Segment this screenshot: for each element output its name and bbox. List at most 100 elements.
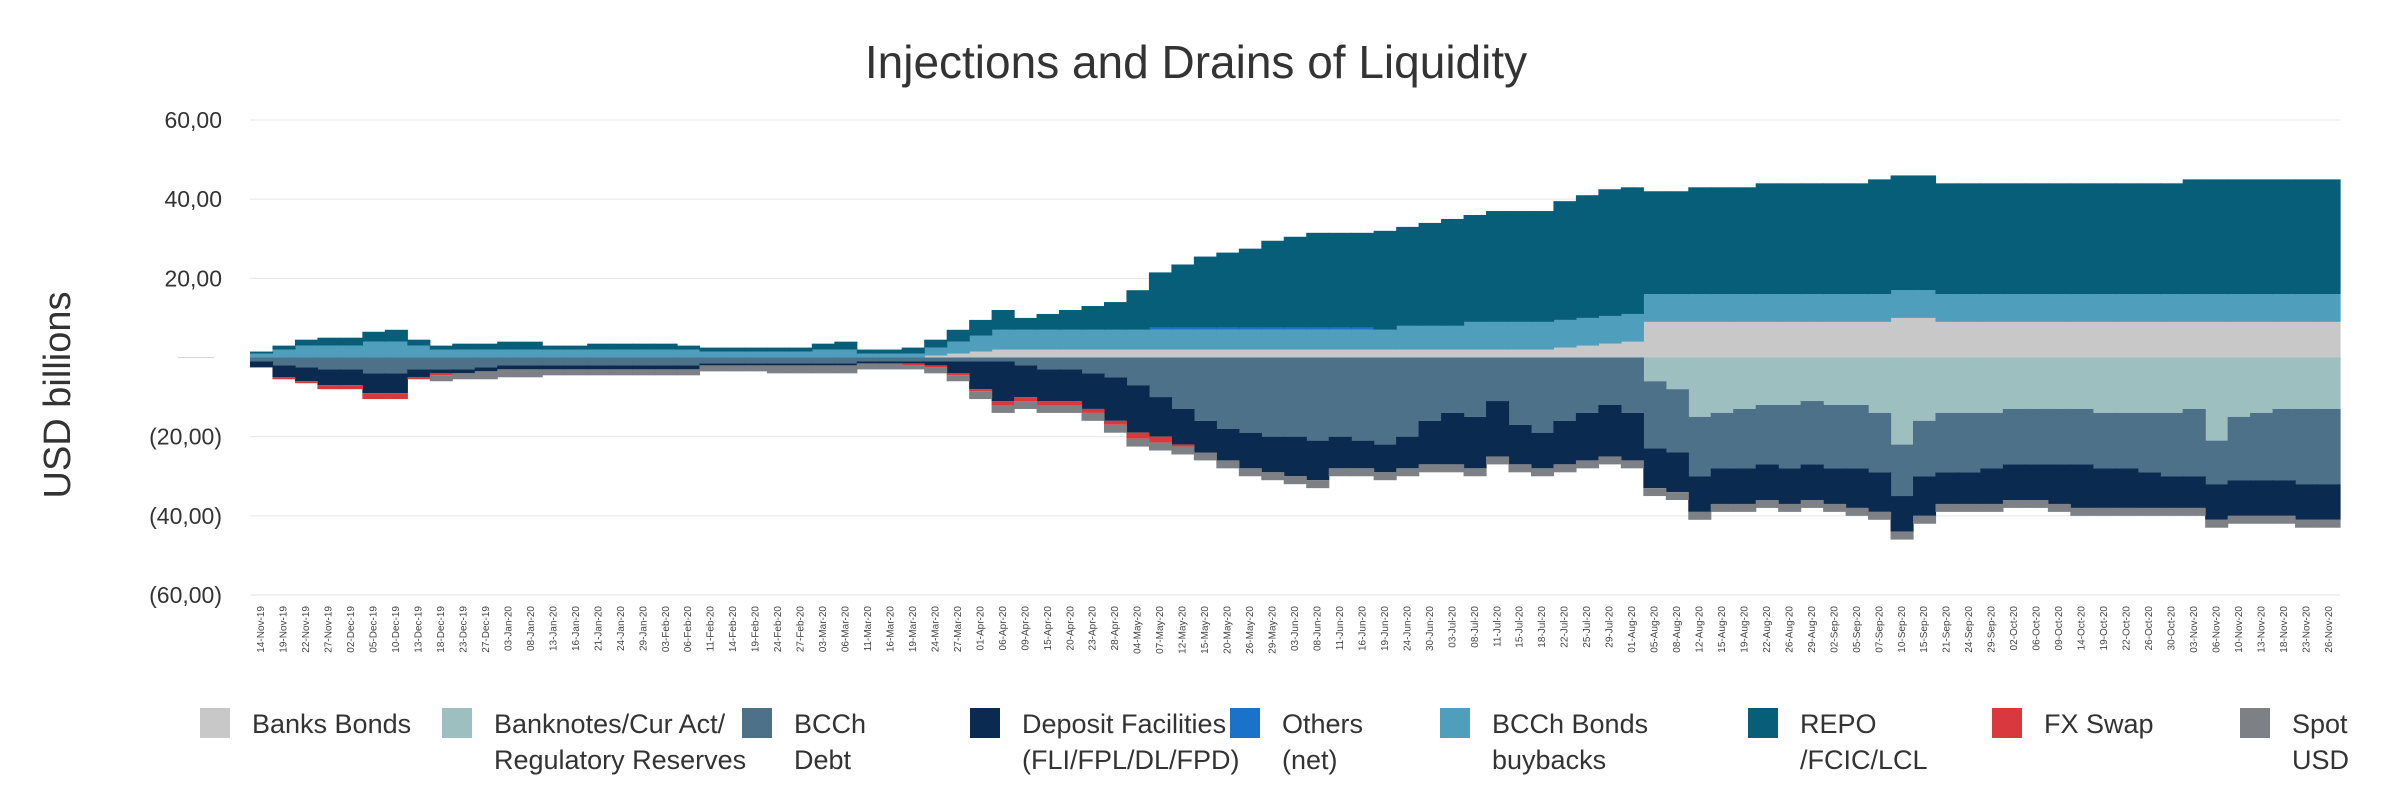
area-segment (2047, 464, 2071, 504)
x-tick-label: 16-Jun-20 (1357, 606, 1368, 651)
area-segment (1553, 464, 1577, 473)
series-4 (1148, 327, 1375, 330)
area-segment (901, 363, 925, 366)
area-segment (2182, 507, 2206, 516)
area-segment (1710, 503, 1734, 512)
area-segment (1193, 420, 1217, 453)
area-segment (1890, 496, 1914, 532)
x-tick-label: 24-Feb-20 (773, 606, 784, 653)
series-0 (924, 317, 2341, 358)
area-segment (1957, 294, 1982, 322)
area-segment (1710, 357, 1734, 413)
x-tick-label: 06-Mar-20 (841, 606, 852, 653)
area-segment (1059, 310, 1083, 330)
legend-label: (net) (1282, 745, 1338, 775)
area-segment (1059, 405, 1083, 413)
series-2 (250, 357, 2341, 497)
area-segment (2272, 357, 2296, 409)
area-segment (1193, 357, 1217, 421)
area-segment (1216, 349, 1240, 358)
area-segment (1913, 515, 1937, 524)
area-segment (721, 347, 746, 352)
area-segment (766, 351, 790, 358)
area-segment (1755, 321, 1779, 358)
area-segment (1868, 472, 1892, 512)
area-segment (1957, 321, 1982, 358)
area-segment (1598, 343, 1622, 358)
x-tick-label: 18-Nov-20 (2279, 606, 2290, 653)
x-tick-label: 22-Oct-20 (2122, 606, 2133, 651)
area-segment (2137, 294, 2161, 322)
area-segment (2092, 507, 2116, 516)
x-tick-label: 19-Feb-20 (751, 606, 762, 653)
area-segment (1148, 349, 1172, 358)
area-segment (856, 363, 880, 370)
area-segment (2205, 321, 2229, 358)
x-tick-label: 21-Sep-20 (1942, 606, 1953, 653)
area-segment (2295, 321, 2319, 358)
x-tick-label: 26-Oct-20 (2144, 606, 2155, 651)
area-segment (2182, 357, 2206, 409)
area-segment (1665, 321, 1689, 358)
area-segment (991, 349, 1015, 358)
area-segment (2205, 440, 2229, 485)
x-tick-label: 29-Jul-20 (1605, 606, 1616, 648)
area-segment (1306, 232, 1330, 328)
area-segment (1598, 456, 1622, 465)
area-segment (969, 389, 993, 392)
area-segment (2002, 500, 2026, 508)
area-segment (1508, 464, 1532, 473)
area-segment (474, 371, 498, 380)
series-5 (250, 290, 2341, 358)
area-segment (1328, 329, 1352, 350)
x-tick-label: 03-Jul-20 (1447, 606, 1458, 648)
area-segment (2160, 357, 2184, 413)
area-segment (609, 369, 633, 376)
x-tick-label: 02-Dec-19 (346, 606, 357, 653)
area-segment (1890, 175, 1914, 291)
area-segment (1710, 412, 1734, 469)
area-segment (1755, 464, 1779, 501)
area-segment (1441, 464, 1465, 473)
area-segment (317, 337, 341, 346)
area-segment (362, 341, 386, 358)
area-segment (654, 365, 678, 370)
x-tick-label: 01-Aug-20 (1627, 606, 1638, 653)
area-segment (362, 393, 386, 400)
area-segment (1823, 294, 1847, 322)
area-segment (1845, 294, 1869, 322)
area-segment (1957, 357, 1982, 413)
area-segment (946, 357, 970, 362)
area-segment (2250, 294, 2274, 322)
area-segment (834, 363, 858, 366)
x-tick-label: 10-Nov-20 (2234, 606, 2245, 653)
area-segment (519, 357, 543, 366)
area-segment (1463, 416, 1487, 469)
x-tick-label: 14-Feb-20 (728, 606, 739, 653)
area-segment (2025, 183, 2049, 295)
area-segment (384, 393, 408, 400)
x-tick-label: 03-Jun-20 (1290, 606, 1301, 651)
area-segment (1014, 365, 1038, 398)
area-segment (2227, 294, 2251, 322)
area-segment (1868, 321, 1892, 358)
area-segment (1868, 357, 1892, 413)
area-segment (429, 345, 453, 350)
area-segment (969, 319, 993, 336)
legend-swatch (1992, 708, 2022, 738)
x-tick-label: 28-Apr-20 (1110, 606, 1121, 651)
area-segment (1823, 503, 1847, 512)
area-segment (2272, 480, 2296, 516)
area-segment (1081, 357, 1105, 374)
area-segment (1823, 183, 1847, 295)
area-segment (1081, 306, 1105, 330)
area-segment (1351, 327, 1375, 330)
area-segment (1868, 412, 1892, 473)
area-segment (2272, 321, 2296, 358)
series-1 (1643, 357, 2341, 445)
area-segment (1306, 440, 1330, 481)
area-segment (766, 357, 790, 364)
area-segment (969, 351, 993, 358)
legend-label: Banknotes/Cur Act/ (494, 709, 726, 739)
area-segment (1171, 327, 1195, 330)
